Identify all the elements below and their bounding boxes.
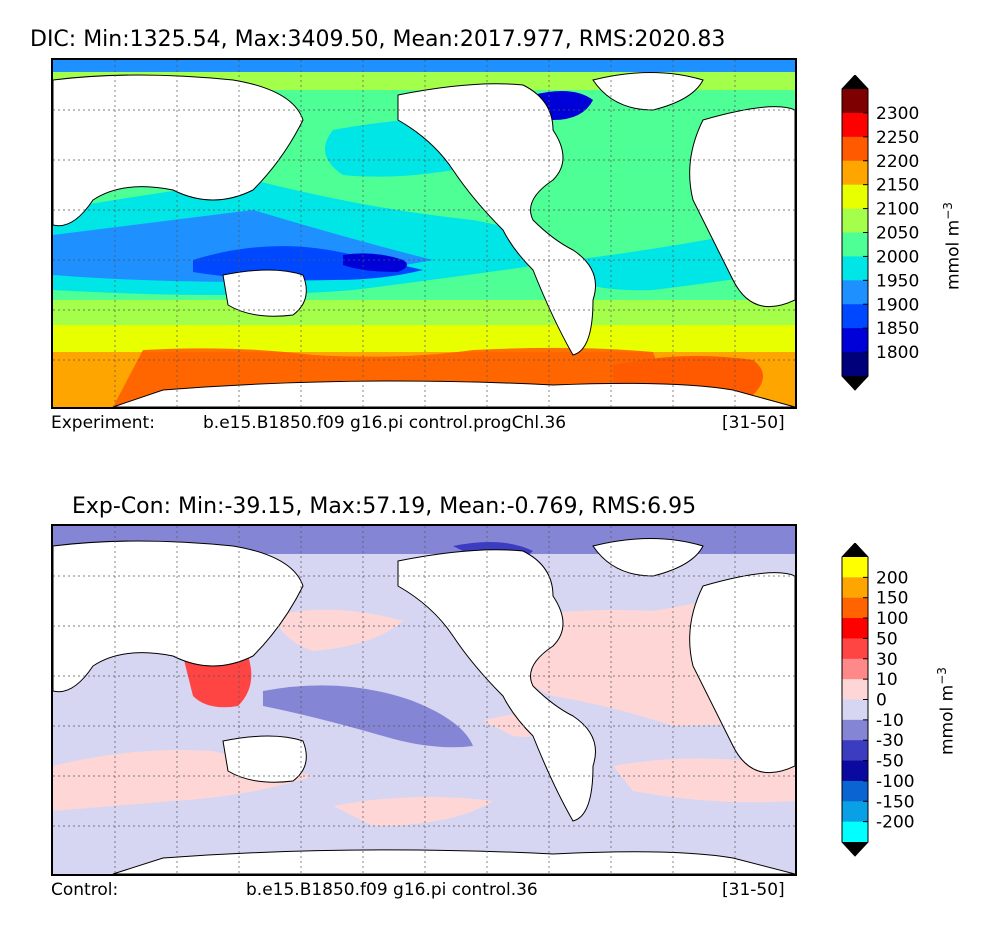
colorbar-segment [842, 821, 868, 843]
colorbar-tick-label: 1900 [876, 295, 919, 315]
colorbar-tick-label: 2000 [876, 247, 919, 267]
graticule [53, 526, 795, 874]
unit-exponent: −3 [935, 667, 949, 685]
panel-1-colorbar: 2300 2250 2200 2150 2100 2050 2000 1950 1900 1850… [841, 75, 919, 391]
colorbar-segment [842, 160, 868, 186]
colorbar-tick-label: -50 [876, 752, 904, 772]
panel-1-caption-label: Experiment: [51, 413, 155, 433]
colorbar-tick-label: 1850 [876, 319, 919, 339]
unit-exponent: −3 [941, 202, 955, 220]
colorbar-tick-label: 150 [876, 589, 908, 609]
colorbar-over-extension [842, 543, 868, 557]
colorbar-segment [842, 89, 868, 114]
graticule [53, 60, 795, 407]
colorbar-segment [842, 658, 868, 680]
colorbar-segment [842, 638, 868, 660]
colorbar-tick-label: 100 [876, 609, 908, 629]
unit-text: mmol m [937, 684, 958, 755]
colorbar-segment [842, 801, 868, 823]
colorbar-under-extension [842, 376, 868, 390]
colorbar-segment [842, 719, 868, 741]
colorbar-tick-label: -30 [876, 731, 904, 751]
panel-2-caption-years: [31-50] [722, 880, 785, 900]
dic-field-map [53, 60, 795, 407]
colorbar-segment [842, 208, 868, 233]
colorbar-segment [842, 112, 868, 138]
colorbar-tick-label: 1950 [876, 271, 919, 291]
difference-field-map [53, 526, 795, 874]
colorbar-outline [841, 75, 869, 391]
colorbar-tick-label: 0 [876, 691, 887, 711]
colorbar-tick-label: -150 [876, 792, 915, 812]
panel-1-map [51, 58, 797, 409]
panel-1-title: DIC: Min:1325.54, Max:3409.50, Mean:2017… [30, 27, 726, 52]
colorbar-segment [842, 740, 868, 762]
colorbar-segment [842, 780, 868, 802]
colorbar-segment [842, 760, 868, 782]
colorbar-under-extension [842, 842, 868, 856]
unit-text: mmol m [943, 219, 964, 290]
colorbar-segment [842, 679, 868, 700]
colorbar-segment [842, 699, 868, 721]
colorbar-segment [842, 256, 868, 281]
panel-2-map [51, 524, 797, 876]
colorbar-segment [842, 352, 868, 377]
colorbar-tick-label: 2300 [876, 104, 919, 124]
colorbar-tick-label: 2150 [876, 176, 919, 196]
panel-2-colorbar-unit: mmol m−3 [935, 667, 958, 755]
colorbar-segment [842, 577, 868, 599]
colorbar-tick-label: 2050 [876, 224, 919, 244]
colorbar-tick-label: -10 [876, 711, 904, 731]
colorbar-over-extension [842, 75, 868, 89]
colorbar-segment [842, 232, 868, 257]
colorbar-tick-label: -100 [876, 772, 915, 792]
colorbar-segment [842, 618, 868, 639]
panel-1-colorbar-unit: mmol m−3 [941, 202, 964, 290]
colorbar-tick-label: 2250 [876, 128, 919, 148]
colorbar-segment [842, 280, 868, 305]
colorbar-tick-label: 10 [876, 670, 898, 690]
colorbar-tick-label: 30 [876, 650, 898, 670]
colorbar-tick-label: 1800 [876, 343, 919, 363]
colorbar-tick-label: 200 [876, 568, 908, 588]
colorbar-segment [842, 136, 868, 162]
colorbar-segment [842, 304, 868, 329]
colorbar-segment [842, 184, 868, 210]
colorbar-segment [842, 328, 868, 353]
panel-2-caption-label: Control: [51, 880, 119, 900]
colorbar-segment [842, 557, 868, 578]
colorbar-outline [841, 543, 869, 857]
panel-2-title: Exp-Con: Min:-39.15, Max:57.19, Mean:-0.… [72, 494, 697, 519]
panel-1-caption-years: [31-50] [722, 413, 785, 433]
colorbar-tick-label: -200 [876, 813, 915, 833]
colorbar-segment [842, 597, 868, 619]
colorbar-tick-label: 2200 [876, 152, 919, 172]
colorbar-tick-label: 2100 [876, 200, 919, 220]
colorbar-tick-label: 50 [876, 629, 898, 649]
panel-1-caption-case: b.e15.B1850.f09 g16.pi control.progChl.3… [203, 413, 567, 433]
panel-2-caption-case: b.e15.B1850.f09 g16.pi control.36 [246, 880, 538, 900]
